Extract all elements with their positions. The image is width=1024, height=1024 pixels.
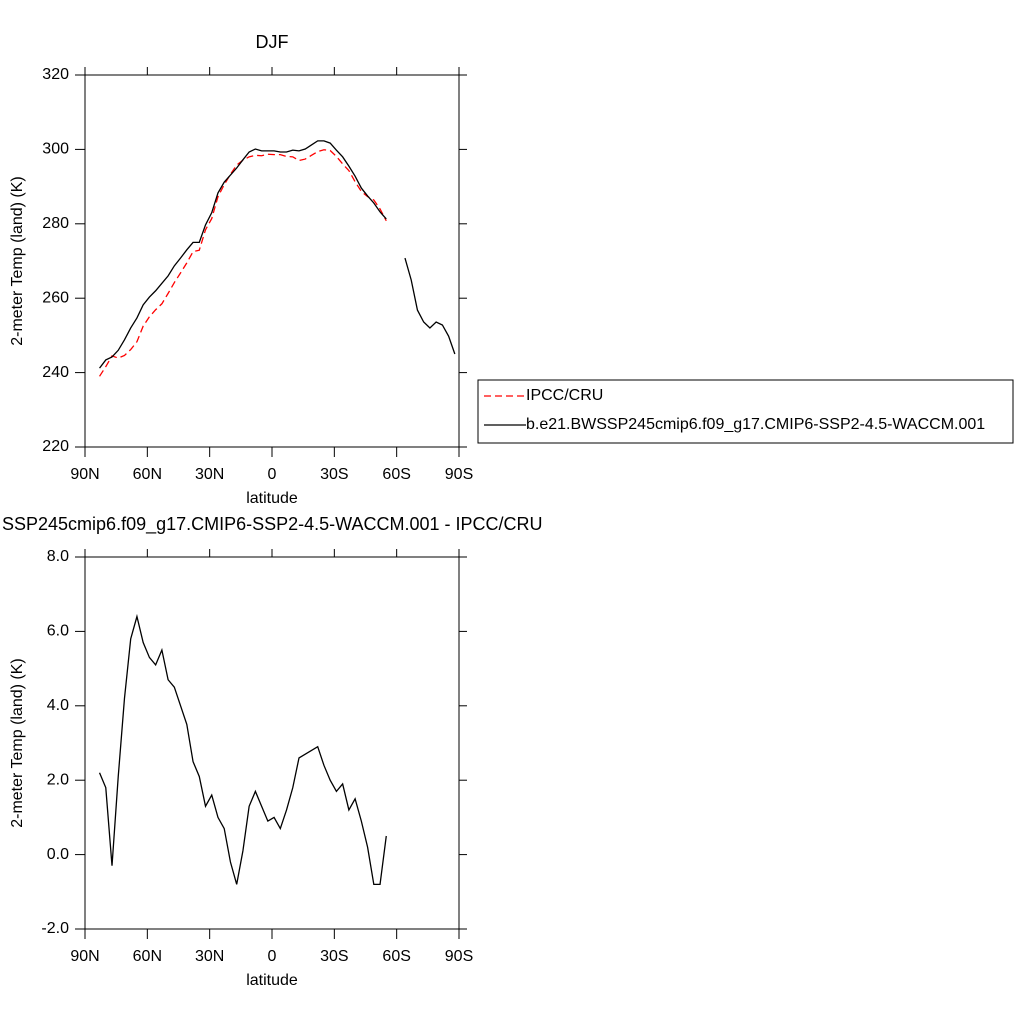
data-line (98, 613, 387, 886)
y-tick-label: 8.0 (47, 548, 69, 565)
x-tick-label: 90S (445, 948, 473, 965)
x-tick-label: 30S (320, 466, 348, 483)
chart-title: DJF (256, 32, 289, 52)
plot-frame (84, 556, 460, 930)
legend-label: IPCC/CRU (526, 387, 603, 404)
x-tick-label: 60S (382, 466, 410, 483)
y-tick-label: 240 (42, 364, 69, 381)
y-tick-label: 280 (42, 215, 69, 232)
y-tick-label: 220 (42, 438, 69, 455)
legend-box (477, 379, 1014, 444)
plot-frame (84, 74, 460, 448)
x-tick-label: 90S (445, 466, 473, 483)
x-tick-label: 0 (268, 948, 277, 965)
data-line (99, 140, 456, 369)
x-axis-label: latitude (246, 972, 298, 989)
y-axis-label: 2-meter Temp (land) (K) (9, 176, 26, 346)
x-tick-label: 90N (70, 466, 99, 483)
chart-title: SSP245cmip6.f09_g17.CMIP6-SSP2-4.5-WACCM… (2, 514, 543, 535)
data-line (98, 149, 387, 377)
y-tick-label: 260 (42, 289, 69, 306)
x-tick-label: 60N (133, 948, 162, 965)
y-tick-label: 0.0 (47, 846, 69, 863)
y-tick-label: 2.0 (47, 771, 69, 788)
x-tick-label: 30N (195, 466, 224, 483)
x-tick-label: 60S (382, 948, 410, 965)
y-tick-label: 320 (42, 66, 69, 83)
x-axis-label: latitude (246, 490, 298, 507)
y-tick-label: -2.0 (41, 920, 69, 937)
x-tick-label: 60N (133, 466, 162, 483)
y-tick-label: 300 (42, 141, 69, 158)
y-axis-label: 2-meter Temp (land) (K) (9, 658, 26, 828)
y-tick-label: 6.0 (47, 623, 69, 640)
x-tick-label: 90N (70, 948, 99, 965)
legend-label: b.e21.BWSSP245cmip6.f09_g17.CMIP6-SSP2-4… (526, 416, 985, 433)
x-tick-label: 30N (195, 948, 224, 965)
x-tick-label: 0 (268, 466, 277, 483)
x-tick-label: 30S (320, 948, 348, 965)
y-tick-label: 4.0 (47, 697, 69, 714)
